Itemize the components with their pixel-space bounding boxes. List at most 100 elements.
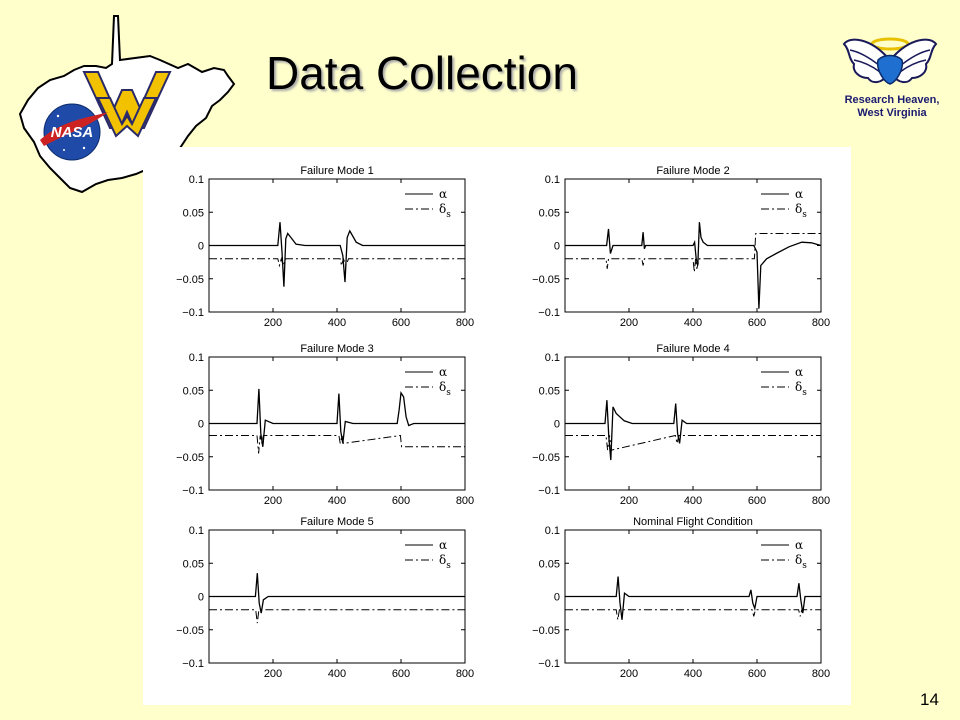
y-tick-label: 0.1 [189,525,204,537]
y-tick-label: −0.05 [176,452,204,464]
series-alpha-line [565,576,821,620]
slide-title: Data Collection [266,47,578,99]
y-tick-label: 0.05 [183,558,204,570]
subplot-title: Failure Mode 5 [300,516,373,528]
y-tick-label: 0 [554,241,560,253]
x-tick-label: 800 [456,317,474,329]
subplot-2: Failure Mode 2 0.1 0.05 0 −0.05 −0.1 200 400 600… [532,165,830,329]
series-alpha-line [209,222,465,287]
subplot-title: Failure Mode 1 [300,165,373,177]
y-tick-label: −0.05 [532,452,560,464]
legend-label: α [795,365,803,379]
figure-panel: Failure Mode 1 0.1 0.05 0 −0.05 −0.1 200 400 600… [143,147,851,705]
x-tick-label: 200 [264,317,282,329]
legend-subscript: s [802,210,807,220]
series-delta-s-line [209,434,465,454]
y-tick-label: 0.05 [183,385,204,397]
legend-label: α [439,187,447,201]
series-alpha-line [209,573,465,614]
svg-text:NASA: NASA [51,124,94,141]
x-tick-label: 200 [620,668,638,680]
logo-caption-line2: West Virginia [857,107,927,119]
y-tick-label: −0.05 [176,274,204,286]
y-tick-label: −0.1 [182,485,204,497]
logo-left-group: NASA [18,15,236,194]
y-tick-label: 0.05 [183,207,204,219]
y-tick-label: −0.05 [532,625,560,637]
x-tick-label: 600 [748,495,766,507]
y-tick-label: 0 [198,419,204,431]
y-tick-label: 0.1 [189,174,204,186]
y-tick-label: 0 [554,592,560,604]
legend-subscript: s [802,561,807,571]
legend-label: α [795,538,803,552]
series-alpha-line [209,388,465,447]
y-tick-label: 0.1 [545,352,560,364]
subplot-title: Failure Mode 4 [656,343,729,355]
x-tick-label: 800 [812,317,830,329]
series-delta-s-line [209,609,465,624]
y-tick-label: −0.1 [538,307,560,319]
x-tick-label: 600 [748,317,766,329]
subplot-5: Failure Mode 5 0.1 0.05 0 −0.05 −0.1 200 400 600… [176,516,474,680]
wv-logo-icon [82,71,172,138]
x-tick-label: 400 [328,495,346,507]
legend-subscript: s [446,210,451,220]
subplot-4: Failure Mode 4 0.1 0.05 0 −0.05 −0.1 200 400 600… [532,343,830,507]
legend-label: α [795,187,803,201]
x-tick-label: 600 [392,668,410,680]
series-delta-s-line [565,434,821,451]
page-number: 14 [920,690,939,709]
subplot-1: Failure Mode 1 0.1 0.05 0 −0.05 −0.1 200 400 600… [176,165,474,329]
y-tick-label: 0.1 [545,525,560,537]
y-tick-label: 0 [198,592,204,604]
x-tick-label: 800 [812,668,830,680]
subplot-title: Failure Mode 2 [656,165,729,177]
y-tick-label: −0.05 [176,625,204,637]
x-tick-label: 400 [328,668,346,680]
logo-caption-line1: Research Heaven, [844,94,940,106]
legend-label: α [439,365,447,379]
x-tick-label: 600 [748,668,766,680]
x-tick-label: 600 [392,317,410,329]
x-tick-label: 400 [684,495,702,507]
x-tick-label: 200 [264,495,282,507]
subplot-6: Nominal Flight Condition 0.1 0.05 0 −0.05 −0.… [532,516,830,680]
y-tick-label: 0.05 [539,385,560,397]
y-tick-label: −0.1 [182,658,204,670]
x-tick-label: 200 [264,668,282,680]
logo-caption: Research Heaven, West Virginia [822,94,960,120]
y-tick-label: 0.05 [539,558,560,570]
x-tick-label: 400 [684,668,702,680]
subplot-title: Nominal Flight Condition [633,516,753,528]
y-tick-label: 0 [554,419,560,431]
y-tick-label: −0.05 [532,274,560,286]
series-alpha-line [565,222,822,309]
series-delta-s-line [209,256,465,268]
subplot-title: Failure Mode 3 [300,343,373,355]
legend-subscript: s [802,388,807,398]
angel-wings-icon [842,37,938,85]
y-tick-label: 0.1 [545,174,560,186]
y-tick-label: −0.1 [538,658,560,670]
x-tick-label: 400 [328,317,346,329]
x-tick-label: 600 [392,495,410,507]
y-tick-label: 0 [198,241,204,253]
x-tick-label: 400 [684,317,702,329]
y-tick-label: −0.1 [538,485,560,497]
x-tick-label: 200 [620,317,638,329]
series-delta-s-line [565,609,821,620]
x-tick-label: 200 [620,495,638,507]
y-tick-label: −0.1 [182,307,204,319]
series-alpha-line [565,400,821,461]
series-delta-s-line [565,233,821,273]
y-tick-label: 0.1 [189,352,204,364]
legend-subscript: s [446,561,451,571]
figure-svg: Failure Mode 1 0.1 0.05 0 −0.05 −0.1 200 400 600… [176,165,830,680]
nasa-meatball-icon: NASA [40,103,108,161]
x-tick-label: 800 [456,668,474,680]
y-tick-label: 0.05 [539,207,560,219]
legend-subscript: s [446,388,451,398]
x-tick-label: 800 [812,495,830,507]
x-tick-label: 800 [456,495,474,507]
